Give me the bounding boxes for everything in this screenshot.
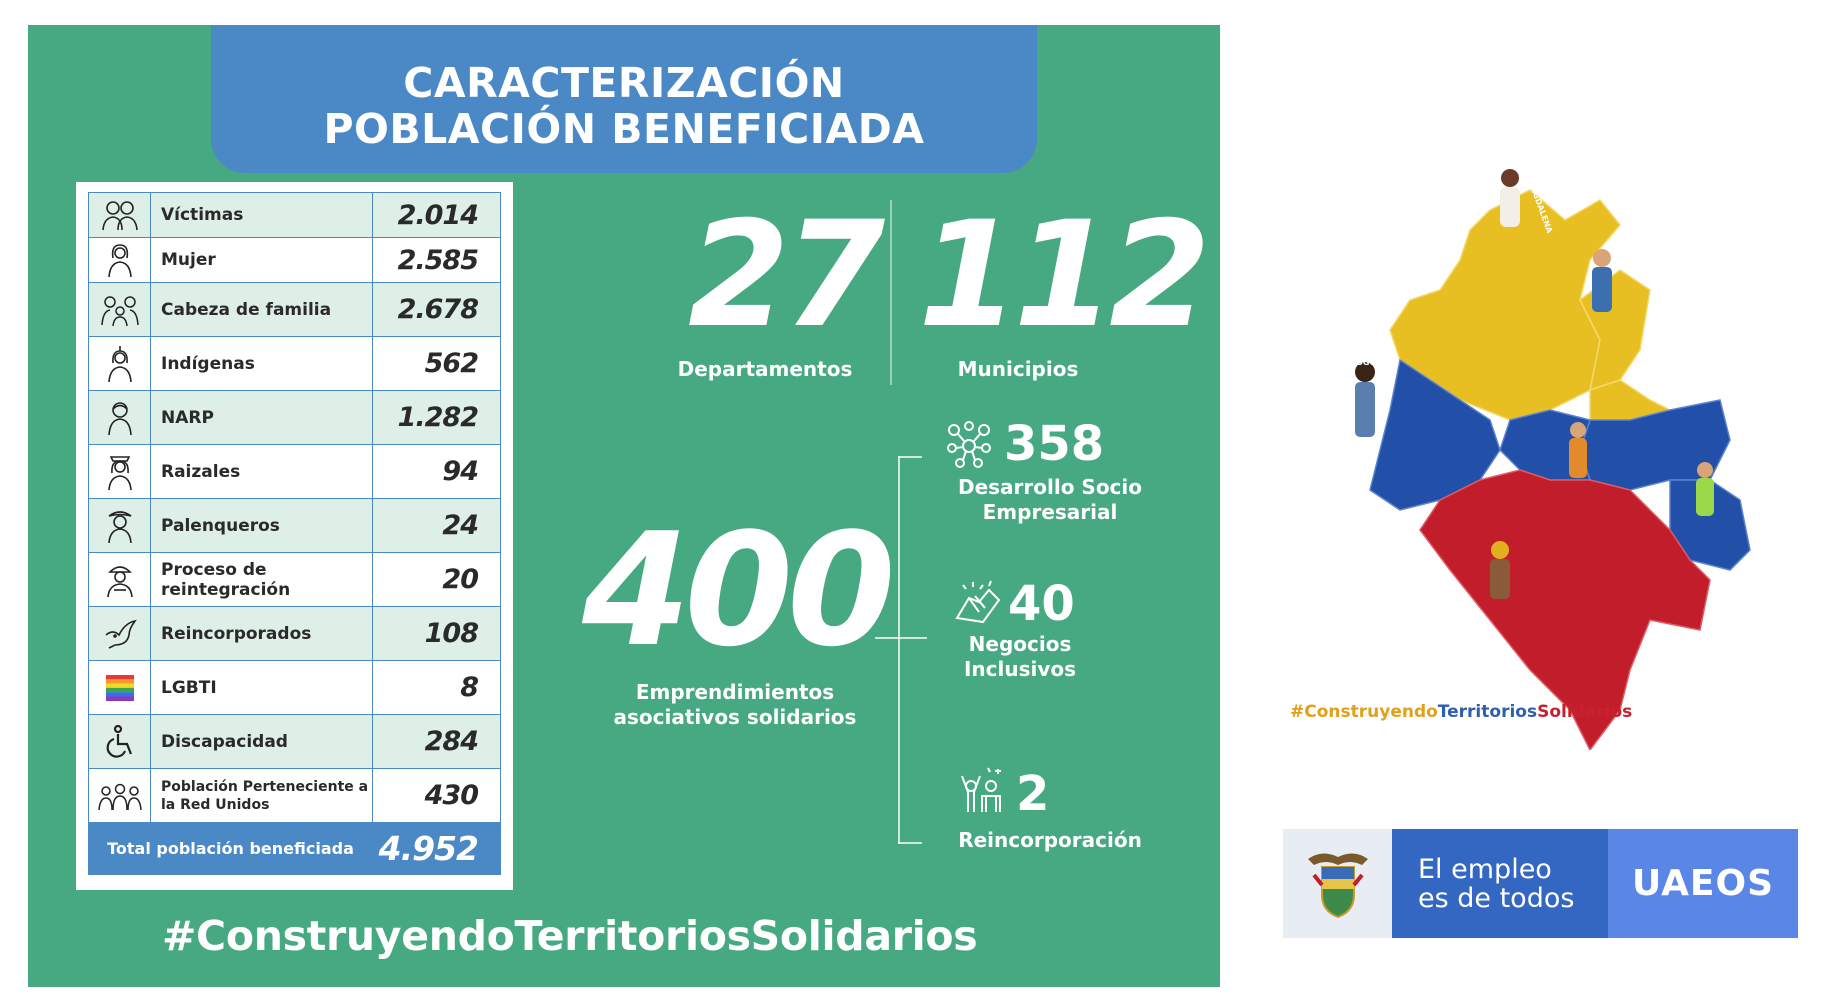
group-icon: [88, 768, 151, 823]
row-value: 1.282: [372, 390, 501, 445]
row-value: 2.678: [372, 282, 501, 337]
employment-slogan: El empleo es de todos: [1392, 829, 1608, 938]
table-row: LGBTI 8: [88, 660, 501, 715]
table-row: Palenqueros 24: [88, 498, 501, 553]
row-label: Víctimas: [150, 192, 373, 238]
map-hashtag: #ConstruyendoTerritoriosSolidarios: [1290, 702, 1632, 722]
row-label: Indígenas: [150, 336, 373, 391]
row-value: 94: [372, 444, 501, 499]
row-value: 562: [372, 336, 501, 391]
row-label: Reincorporados: [150, 606, 373, 661]
map-blue-region: [1369, 358, 1751, 571]
handshake-icon: [955, 580, 1001, 624]
map-hashtag-part-1: #Construyendo: [1290, 702, 1438, 722]
population-table-card: Víctimas 2.014 Mujer 2.585 Cabeza de fam…: [76, 182, 513, 890]
table-row: Víctimas 2.014: [88, 192, 501, 238]
title-banner: CARACTERIZACIÓN POBLACIÓN BENEFICIADA: [211, 25, 1037, 173]
table-row: Reincorporados 108: [88, 606, 501, 661]
network-people-icon: [947, 421, 991, 468]
row-label: Mujer: [150, 237, 373, 283]
row-label: Población Perteneciente a la Red Unidos: [150, 768, 373, 823]
main-hashtag: #ConstruyendoTerritoriosSolidarios: [162, 912, 978, 960]
population-table: Víctimas 2.014 Mujer 2.585 Cabeza de fam…: [88, 192, 501, 875]
soldier-icon: [88, 552, 151, 607]
table-row: Mujer 2.585: [88, 237, 501, 283]
municipalities-label: Municipios: [957, 357, 1079, 381]
sub-stat-1-label-line-1: Desarrollo Socio: [957, 475, 1143, 499]
row-label: Raizales: [150, 444, 373, 499]
row-label: Palenqueros: [150, 498, 373, 553]
table-row: Raizales 94: [88, 444, 501, 499]
sub-stat-1-value: 358: [1004, 416, 1105, 472]
row-label: LGBTI: [150, 660, 373, 715]
row-value: 8: [372, 660, 501, 715]
row-label: NARP: [150, 390, 373, 445]
municipalities-value: 112: [918, 190, 1211, 360]
sub-stat-2-label-line-2: Inclusivos: [963, 657, 1077, 681]
departments-value: 27: [688, 190, 885, 360]
ventures-label-line-2: asociativos solidarios: [613, 705, 857, 729]
wheelchair-icon: [88, 714, 151, 769]
table-row: NARP 1.282: [88, 390, 501, 445]
row-value: 2.585: [372, 237, 501, 283]
bracket-top-tick: [898, 456, 922, 458]
ventures-label-line-1: Emprendimientos: [635, 680, 835, 704]
raizal-person-icon: [88, 444, 151, 499]
table-row: Cabeza de familia 2.678: [88, 282, 501, 337]
row-value: 430: [372, 768, 501, 823]
colombia-map: MAGDALENA BOGOTÁ: [1350, 169, 1751, 750]
row-label: Proceso de reintegración: [150, 552, 373, 607]
map-hashtag-part-2: Territorios: [1437, 702, 1538, 722]
rainbow-flag-icon: [88, 660, 151, 715]
row-value: 24: [372, 498, 501, 553]
total-label: Total población beneficiada: [88, 822, 373, 875]
sub-stat-2-label-line-1: Negocios: [968, 632, 1072, 656]
row-value: 20: [372, 552, 501, 607]
slogan-line-1: El empleo: [1418, 853, 1552, 885]
row-label: Cabeza de familia: [150, 282, 373, 337]
uaeos-brand: UAEOS: [1608, 829, 1798, 938]
row-value: 108: [372, 606, 501, 661]
slogan-line-2: es de todos: [1418, 882, 1575, 914]
departments-label: Departamentos: [677, 357, 853, 381]
coat-of-arms-icon: [1283, 829, 1392, 938]
total-row: Total población beneficiada 4.952: [88, 822, 501, 875]
ventures-value: 400: [582, 499, 896, 681]
sub-stat-3-label: Reincorporación: [958, 828, 1142, 852]
map-figures: [1355, 169, 1714, 599]
row-value: 284: [372, 714, 501, 769]
person-icon: [88, 390, 151, 445]
table-row: Discapacidad 284: [88, 714, 501, 769]
dove-icon: [88, 606, 151, 661]
map-label-bogota: BOGOTÁ: [1350, 356, 1388, 367]
total-value: 4.952: [372, 822, 501, 875]
map-hashtag-part-3: Solidarios: [1537, 702, 1633, 722]
sub-stat-3-value: 2: [1016, 766, 1050, 822]
map-red-region: [1419, 469, 1711, 750]
woman-icon: [88, 237, 151, 283]
government-footer: El empleo es de todos UAEOS: [1283, 829, 1798, 938]
palenquero-person-icon: [88, 498, 151, 553]
stats-divider: [890, 200, 892, 385]
table-row: Población Perteneciente a la Red Unidos …: [88, 768, 501, 823]
indigenous-person-icon: [88, 336, 151, 391]
bracket-vertical: [898, 456, 900, 844]
row-value: 2.014: [372, 192, 501, 238]
victims-group-icon: [88, 192, 151, 238]
celebrating-people-icon: [961, 767, 1001, 812]
sub-stat-1-label-line-2: Empresarial: [982, 500, 1118, 524]
row-label: Discapacidad: [150, 714, 373, 769]
title-line-2: POBLACIÓN BENEFICIADA: [323, 105, 925, 153]
family-icon: [88, 282, 151, 337]
bracket-stem: [875, 637, 927, 639]
table-row: Proceso de reintegración 20: [88, 552, 501, 607]
title-line-1: CARACTERIZACIÓN: [403, 59, 845, 107]
bracket-bottom-tick: [898, 842, 922, 844]
sub-stat-2-value: 40: [1008, 576, 1075, 632]
table-row: Indígenas 562: [88, 336, 501, 391]
